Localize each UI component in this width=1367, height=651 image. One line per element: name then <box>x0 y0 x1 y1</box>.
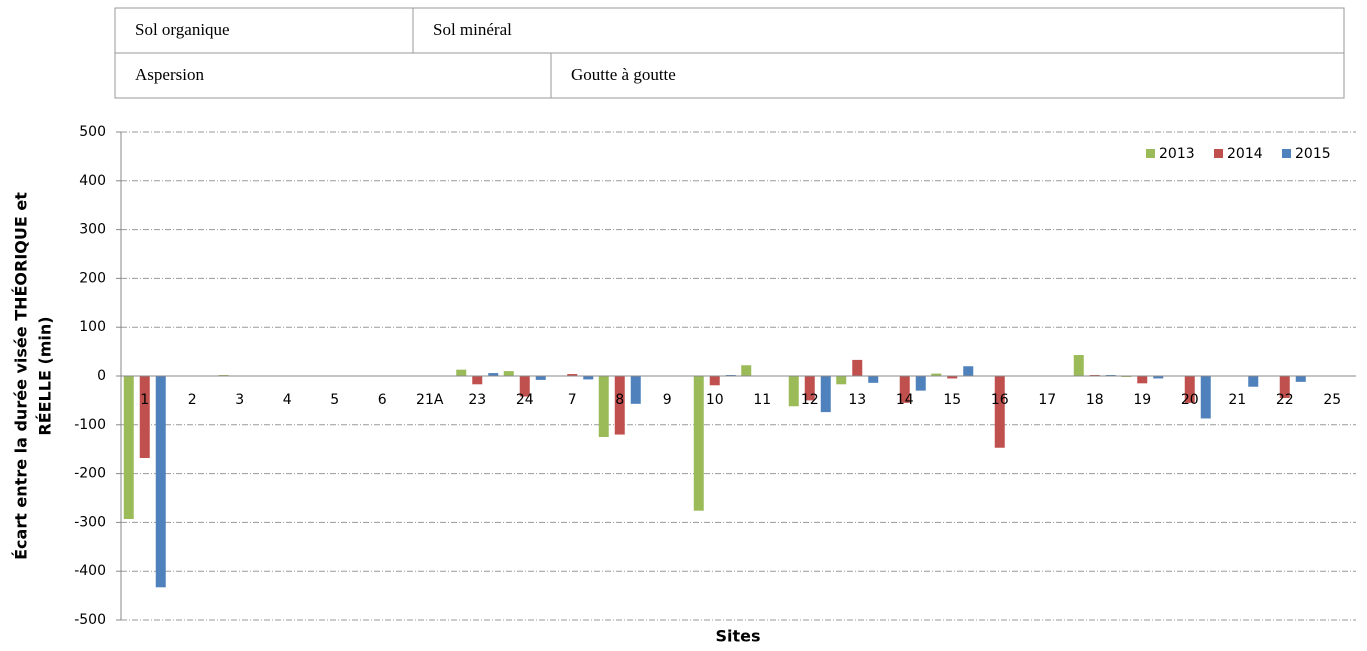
x-tick-label: 9 <box>663 392 672 408</box>
x-tick-label: 2 <box>188 392 197 408</box>
x-tick-label: 21 <box>1228 392 1246 408</box>
header-table <box>114 7 1345 99</box>
x-axis-title: Sites <box>715 627 760 646</box>
y-axis-title: RÉELLE (min) <box>36 316 55 435</box>
bar <box>503 371 514 376</box>
bar <box>567 374 578 376</box>
y-tick-label: 500 <box>79 124 106 140</box>
legend-swatch <box>1282 149 1291 158</box>
x-tick-label: 3 <box>235 392 244 408</box>
bar <box>931 373 942 376</box>
bar <box>519 376 530 397</box>
bar <box>693 376 704 511</box>
bar <box>1248 376 1259 387</box>
y-tick-label: 400 <box>79 173 106 189</box>
bar <box>456 369 467 376</box>
x-tick-label: 24 <box>516 392 534 408</box>
x-tick-label: 8 <box>615 392 624 408</box>
bar <box>804 376 815 401</box>
bar <box>1073 355 1084 376</box>
bar <box>488 373 499 376</box>
y-tick-label: 100 <box>79 319 106 335</box>
x-tick-label: 10 <box>706 392 724 408</box>
x-tick-label: 21A <box>416 392 444 408</box>
x-tick-label: 18 <box>1086 392 1104 408</box>
bar <box>1295 376 1306 382</box>
y-tick-label: 200 <box>79 270 106 286</box>
legend-label: 2014 <box>1227 146 1263 162</box>
x-tick-label: 13 <box>848 392 866 408</box>
bar <box>1279 376 1290 398</box>
bar <box>852 359 863 376</box>
bar <box>472 376 483 385</box>
x-tick-label: 22 <box>1276 392 1294 408</box>
x-tick-label: 12 <box>801 392 819 408</box>
legend-swatch <box>1146 149 1155 158</box>
x-tick-label: 25 <box>1323 392 1341 408</box>
bar <box>1184 376 1195 403</box>
bar <box>1200 376 1211 419</box>
y-axis-title: Écart entre la durée visée THÉORIQUE et <box>12 192 31 560</box>
bar <box>535 376 546 380</box>
bar <box>899 376 910 403</box>
bar <box>915 376 926 391</box>
x-tick-label: 7 <box>568 392 577 408</box>
y-tick-label: 300 <box>79 222 106 238</box>
bar <box>583 376 594 380</box>
x-tick-label: 16 <box>991 392 1009 408</box>
y-tick-label: -400 <box>74 563 106 579</box>
y-tick-label: -100 <box>74 417 106 433</box>
x-tick-label: 11 <box>753 392 771 408</box>
bar <box>788 376 799 407</box>
bar <box>598 376 609 437</box>
x-tick-label: 17 <box>1038 392 1056 408</box>
bar <box>741 365 752 376</box>
bar <box>836 376 847 385</box>
header-text: Sol organique <box>135 20 230 39</box>
y-tick-label: 0 <box>97 368 106 384</box>
x-tick-label: 19 <box>1133 392 1151 408</box>
bar <box>1137 376 1148 384</box>
bar <box>630 376 641 404</box>
bar <box>709 376 720 386</box>
x-tick-label: 14 <box>896 392 914 408</box>
bar <box>123 376 134 519</box>
y-tick-label: -200 <box>74 466 106 482</box>
header-cell <box>114 52 1345 99</box>
header-cell <box>114 7 1345 54</box>
x-tick-label: 4 <box>283 392 292 408</box>
x-tick-label: 6 <box>378 392 387 408</box>
bar <box>947 376 958 379</box>
bar <box>963 366 974 376</box>
bar <box>868 376 879 383</box>
x-tick-label: 5 <box>330 392 339 408</box>
bar <box>1153 376 1164 379</box>
header-text: Goutte à goutte <box>571 65 676 84</box>
bar <box>614 376 625 435</box>
bar <box>820 376 831 413</box>
y-tick-label: -300 <box>74 514 106 530</box>
x-tick-label: 1 <box>140 392 149 408</box>
x-tick-label: 23 <box>468 392 486 408</box>
x-tick-label: 20 <box>1181 392 1199 408</box>
legend-label: 2013 <box>1159 146 1195 162</box>
legend-swatch <box>1214 149 1223 158</box>
bar <box>155 376 166 588</box>
header-text: Aspersion <box>135 65 204 84</box>
bar <box>139 376 150 458</box>
legend-label: 2015 <box>1295 146 1331 162</box>
y-tick-label: -500 <box>74 612 106 628</box>
header-text: Sol minéral <box>433 20 512 39</box>
x-tick-label: 15 <box>943 392 961 408</box>
bar <box>994 376 1005 448</box>
